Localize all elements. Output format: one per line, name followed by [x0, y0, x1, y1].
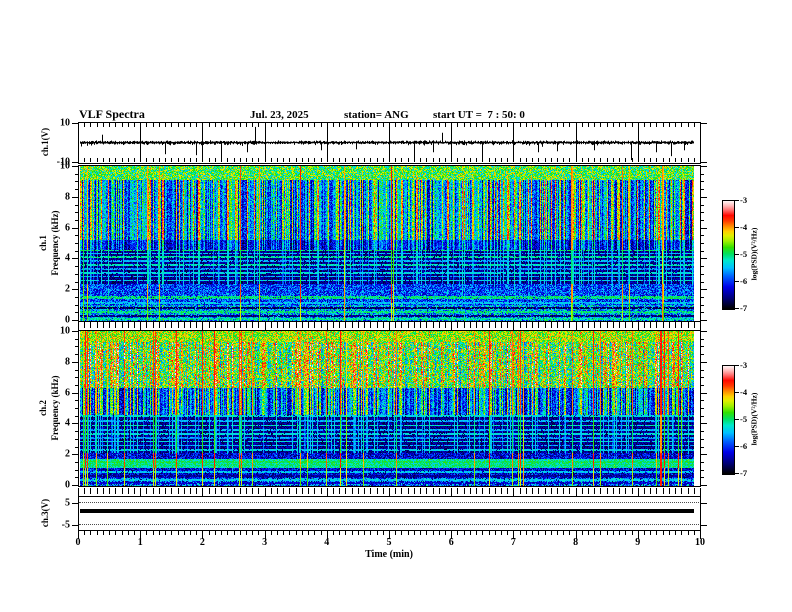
x-tick-label: 8: [573, 537, 579, 548]
y-tick-label-ch3v: -5: [61, 519, 70, 530]
y-tick-label-ch1v: -10: [56, 156, 70, 168]
x-tick-label: 9: [635, 537, 641, 548]
colorbar-1-tick: [735, 281, 739, 282]
x-tick-label: 1: [137, 537, 143, 548]
y-tick-label-ch1v: 10: [60, 117, 70, 129]
y-tick-label-ch1spec: 2: [65, 283, 70, 295]
y-tick-label-ch2spec: 0: [65, 479, 70, 491]
y-tick-label-ch1spec: 8: [65, 191, 70, 203]
ch3-grid-plus5: [79, 502, 699, 503]
y-axis-title-ch1-frequency: Frequency (kHz): [50, 210, 60, 276]
y-axis-title-ch1-channel: ch.1: [38, 235, 48, 251]
colorbar-2-tick: [735, 419, 739, 420]
colorbar-1-tick-label: -4: [740, 222, 748, 232]
y-tick-label-ch2spec: 4: [65, 417, 70, 429]
x-tick-label: 10: [695, 537, 705, 548]
x-tick-label: 7: [510, 537, 516, 548]
y-tick-label-ch1spec: 6: [65, 222, 70, 234]
colorbar-1-gradient: [722, 200, 735, 310]
y-tick-label-ch2spec: 10: [60, 325, 70, 337]
header-start-ut: start UT = 7 : 50: 0: [433, 109, 525, 121]
x-axis-title: Time (min): [365, 549, 413, 560]
x-tick-label: 3: [262, 537, 268, 548]
panel-ch3-voltage: [78, 496, 701, 531]
y-axis-title-ch2-channel: ch.2: [38, 400, 48, 416]
x-tick-label: 6: [448, 537, 454, 548]
colorbar-1-tick: [735, 200, 739, 201]
y-tick-label-ch2spec: 8: [65, 356, 70, 368]
colorbar-1-tick: [735, 254, 739, 255]
x-tick-label: 0: [75, 537, 81, 548]
colorbar-1-tick-label: -6: [740, 276, 748, 286]
header-date: Jul. 23, 2025: [250, 109, 309, 121]
colorbar-2-tick-label: -4: [740, 387, 748, 397]
colorbar-1-tick-label: -3: [740, 195, 748, 205]
colorbar-2-tick: [735, 473, 739, 474]
page-title: VLF Spectra: [79, 107, 145, 121]
x-tick-label: 2: [199, 537, 205, 548]
colorbar-2-gradient: [722, 365, 735, 475]
colorbar-2-tick: [735, 392, 739, 393]
y-axis-title-ch2-frequency: Frequency (kHz): [50, 375, 60, 441]
colorbar-2-label: log(PSD)(V²/Hz): [749, 392, 759, 446]
y-tick-label-ch2spec: 6: [65, 387, 70, 399]
ch1-waveform-canvas: [80, 123, 694, 162]
y-tick-label-ch1spec: 10: [60, 160, 70, 172]
y-tick-label-ch1spec: 0: [65, 314, 70, 326]
header-station: station= ANG: [344, 109, 409, 121]
colorbar-2-tick-label: -6: [740, 441, 748, 451]
colorbar-1-tick-label: -5: [740, 249, 748, 259]
y-axis-title-ch1v: ch.1(V): [40, 127, 50, 157]
ch2-spectrogram-canvas: [80, 331, 694, 486]
y-tick-label-ch2spec: 2: [65, 448, 70, 460]
x-tick-label: 5: [386, 537, 392, 548]
y-tick-label-ch1spec: 4: [65, 252, 70, 264]
colorbar-2-tick: [735, 365, 739, 366]
colorbar-1-tick-label: -7: [740, 303, 748, 313]
colorbar-1-tick: [735, 308, 739, 309]
colorbar-1-label: log(PSD)(V²/Hz): [749, 227, 759, 281]
colorbar-2-tick-label: -5: [740, 414, 748, 424]
colorbar-2-tick: [735, 446, 739, 447]
x-tick-label: 4: [324, 537, 330, 548]
ch3-grid-minus5: [79, 524, 699, 525]
ch1-spectrogram-canvas: [80, 166, 694, 321]
colorbar-1-tick: [735, 227, 739, 228]
colorbar-2-tick-label: -3: [740, 360, 748, 370]
ch3-level-line: [80, 509, 694, 513]
colorbar-2-tick-label: -7: [740, 468, 748, 478]
y-tick-label-ch3v: 5: [65, 497, 70, 508]
